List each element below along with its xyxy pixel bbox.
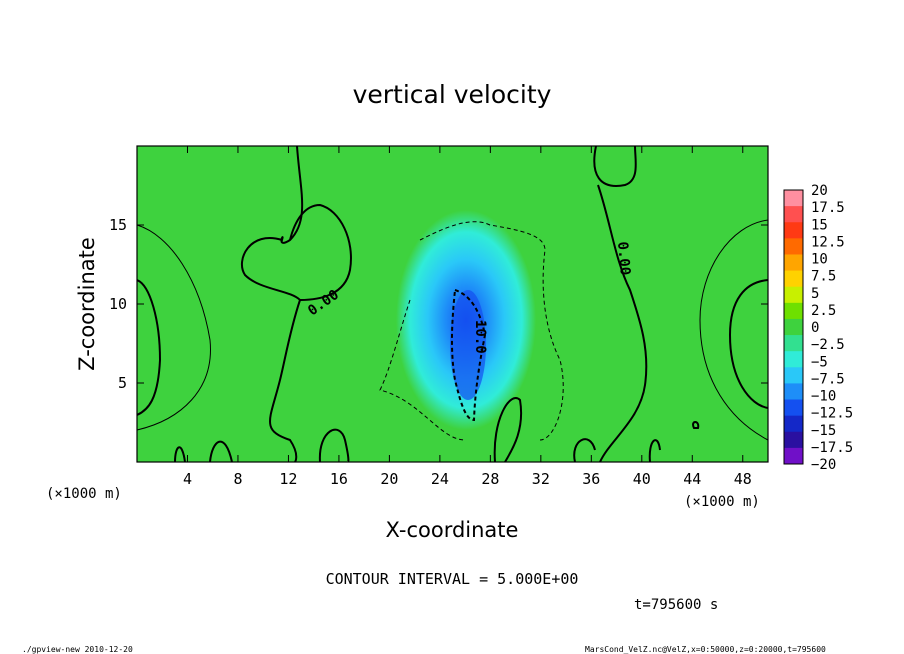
colorbar-swatch — [784, 222, 803, 239]
y-tick-label: 15 — [109, 216, 127, 234]
x-tick-label: 32 — [532, 470, 550, 488]
colorbar-swatch — [784, 302, 803, 320]
contour-zero-right — [593, 146, 648, 462]
colorbar-label: −15 — [811, 423, 836, 439]
contour-left-updraft-outer — [137, 224, 211, 431]
y-axis: 5 10 15 — [109, 216, 768, 392]
colorbar-label: −10 — [811, 389, 836, 405]
colorbar-label: 17.5 — [811, 200, 845, 216]
colorbar-swatch — [784, 286, 803, 304]
x-tick-label: 16 — [330, 470, 348, 488]
colorbar-swatch — [784, 318, 803, 336]
colorbar-swatch — [784, 399, 803, 417]
footer-right: MarsCond_VelZ.nc@VelZ,x=0:50000,z=0:2000… — [585, 645, 826, 654]
colorbar-label: 12.5 — [811, 234, 845, 250]
colorbar-swatch — [784, 415, 803, 433]
contour-interval-text: CONTOUR INTERVAL = 5.000E+00 — [326, 570, 579, 588]
x-tick-label: 24 — [431, 470, 449, 488]
x-tick-label: 36 — [582, 470, 600, 488]
colorbar-label: 7.5 — [811, 269, 836, 285]
x-axis: 4 8 12 16 20 24 28 32 36 40 44 48 — [183, 146, 752, 488]
colorbar-label: 5 — [811, 286, 819, 302]
colorbar-swatch — [784, 238, 803, 255]
colorbar-label: 15 — [811, 217, 828, 233]
contour-label-right: 0.00 — [614, 241, 633, 276]
contour-bottom-bumps — [174, 397, 700, 462]
contour-zero-left — [240, 146, 304, 462]
x-unit-left: (×1000 m) — [46, 486, 122, 502]
colorbar-swatch — [784, 206, 803, 223]
x-tick-label: 20 — [380, 470, 398, 488]
colorbar-swatch — [784, 254, 803, 272]
y-tick-label: 5 — [118, 374, 127, 392]
contour-downdraft-outer — [379, 221, 564, 441]
x-axis-label: X-coordinate — [386, 518, 519, 542]
colorbar-label: 0 — [811, 320, 819, 336]
y-axis-label: Z-coordinate — [75, 237, 99, 371]
x-tick-label: 12 — [279, 470, 297, 488]
footer-left: ./gpview-new 2010-12-20 — [22, 645, 133, 654]
colorbar-swatch — [784, 447, 803, 465]
colorbar-label: −20 — [811, 457, 836, 473]
colorbar-swatch — [784, 431, 803, 449]
downdraft-core — [450, 290, 486, 400]
x-tick-label: 4 — [183, 470, 192, 488]
contour-label-center: 10.0 — [472, 320, 488, 354]
x-tick-label: 48 — [734, 470, 752, 488]
colorbar-swatch — [784, 367, 803, 384]
colorbar-swatch — [784, 190, 803, 207]
x-tick-label: 8 — [233, 470, 242, 488]
colorbar-label: −12.5 — [811, 406, 853, 422]
colorbar-label: −5 — [811, 354, 828, 370]
updraft-left — [137, 210, 217, 450]
updraft-right — [688, 210, 768, 450]
x-tick-label: 40 — [633, 470, 651, 488]
colorbar-label: 10 — [811, 252, 828, 268]
chart-title: vertical velocity — [353, 80, 552, 109]
colorbar-swatch — [784, 270, 803, 288]
contour-downdraft-inner — [450, 288, 487, 422]
time-text: t=795600 s — [634, 597, 718, 613]
x-unit-right: (×1000 m) — [684, 494, 760, 510]
colorbar-label: 2.5 — [811, 303, 836, 319]
colorbar-swatch — [784, 351, 803, 368]
plot-area: 0.00 0.00 10.0 — [137, 146, 768, 462]
colorbar-label: −17.5 — [811, 440, 853, 456]
contour-right-updraft-inner — [728, 279, 768, 409]
colorbar-swatch — [784, 335, 803, 352]
x-tick-label: 28 — [481, 470, 499, 488]
colorbar-swatch — [784, 383, 803, 401]
colorbar-frame — [783, 189, 804, 465]
y-tick-label: 10 — [109, 295, 127, 313]
x-tick-label: 44 — [683, 470, 701, 488]
contour-zero-hole — [289, 203, 352, 301]
colorbar-label: −7.5 — [811, 371, 845, 387]
contour-left-updraft-inner — [137, 279, 162, 416]
colorbar-label: 20 — [811, 183, 828, 199]
contour-right-updraft-outer — [699, 219, 768, 441]
colorbar-label: −2.5 — [811, 337, 845, 353]
contour-lines — [137, 146, 768, 462]
